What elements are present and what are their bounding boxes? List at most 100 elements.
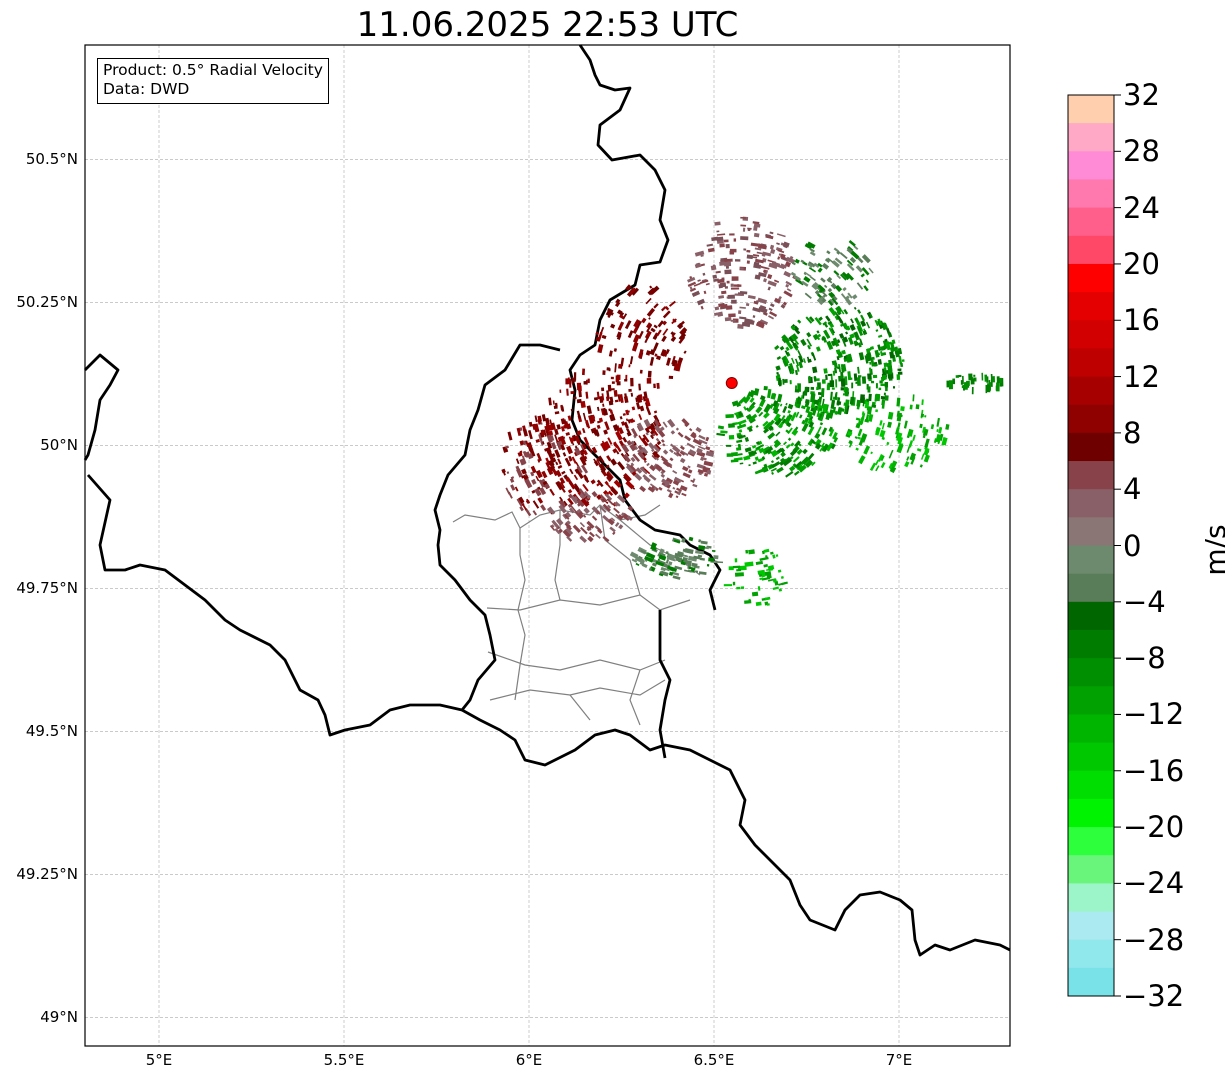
echo-gate bbox=[759, 398, 766, 408]
echo-gate bbox=[671, 571, 680, 576]
echo-gate bbox=[615, 513, 621, 519]
echo-gate bbox=[616, 334, 622, 341]
echo-gate bbox=[890, 342, 896, 352]
echo-gate bbox=[723, 584, 733, 587]
echo-gate bbox=[739, 462, 744, 465]
echo-gate bbox=[826, 340, 834, 351]
echo-gate bbox=[641, 563, 648, 568]
echo-gate bbox=[755, 560, 764, 566]
echo-gate bbox=[641, 447, 649, 455]
echo-gate bbox=[562, 513, 568, 520]
echo-gate bbox=[938, 426, 943, 434]
echo-gate bbox=[670, 336, 677, 342]
echo-gate bbox=[833, 270, 840, 276]
echo-gate bbox=[578, 511, 584, 517]
echo-gate bbox=[752, 461, 757, 465]
colorbar-segment bbox=[1068, 123, 1114, 152]
echo-gate bbox=[634, 473, 643, 481]
echo-gate bbox=[817, 333, 822, 338]
echo-gate bbox=[822, 403, 828, 413]
echo-gate bbox=[589, 531, 595, 538]
echo-gate bbox=[623, 472, 632, 482]
echo-gate bbox=[689, 286, 693, 291]
echo-gate bbox=[622, 453, 631, 463]
echo-gate bbox=[765, 555, 768, 560]
echo-gate bbox=[580, 492, 585, 497]
echo-gate bbox=[888, 449, 894, 459]
echo-gate bbox=[675, 495, 679, 499]
echo-gate bbox=[877, 318, 883, 326]
echo-gate bbox=[768, 565, 775, 571]
echo-gate bbox=[590, 428, 595, 434]
echo-gate bbox=[584, 498, 589, 502]
echo-gate bbox=[795, 460, 803, 468]
colorbar-tick-label: 0 bbox=[1123, 528, 1142, 563]
echo-gate bbox=[642, 434, 650, 443]
echo-gate bbox=[884, 322, 889, 330]
echo-gate bbox=[569, 379, 572, 388]
echo-gate bbox=[881, 399, 886, 409]
echo-gate bbox=[652, 421, 658, 427]
echo-gate bbox=[654, 450, 658, 455]
echo-gate bbox=[724, 269, 732, 275]
echo-gate bbox=[580, 400, 586, 408]
echo-gate bbox=[621, 444, 630, 454]
echo-gate bbox=[887, 365, 893, 375]
echo-gate bbox=[573, 474, 579, 481]
echo-gate bbox=[623, 492, 630, 499]
echo-gate bbox=[638, 349, 644, 359]
echo-gate bbox=[586, 405, 592, 415]
echo-gate bbox=[863, 285, 869, 292]
echo-gate bbox=[775, 365, 781, 371]
echo-gate bbox=[767, 388, 772, 399]
echo-gate bbox=[865, 279, 870, 284]
echo-gate bbox=[831, 297, 839, 306]
echo-gate bbox=[648, 317, 651, 320]
echo-gate bbox=[785, 346, 790, 352]
echo-gate bbox=[793, 470, 800, 476]
echo-gate bbox=[868, 367, 872, 375]
colorbar-segment bbox=[1068, 911, 1114, 941]
echo-gate bbox=[642, 396, 646, 402]
echo-gate bbox=[617, 461, 626, 471]
echo-gate bbox=[746, 249, 751, 253]
colorbar-segment bbox=[1068, 798, 1114, 828]
echo-gate bbox=[841, 363, 847, 372]
echo-gate bbox=[767, 425, 774, 432]
echo-gate bbox=[673, 362, 680, 372]
echo-gate bbox=[856, 282, 864, 290]
echo-gate bbox=[509, 478, 515, 483]
lat-tick-label: 49.75°N bbox=[16, 579, 78, 598]
echo-gate bbox=[904, 461, 910, 468]
colorbar-segment bbox=[1068, 207, 1114, 237]
echo-gate bbox=[832, 370, 836, 376]
echo-gate bbox=[804, 243, 813, 250]
echo-gate bbox=[843, 355, 847, 359]
echo-gate bbox=[779, 253, 786, 259]
echo-gate bbox=[683, 350, 687, 354]
echo-gate bbox=[888, 361, 892, 365]
colorbar-segment bbox=[1068, 235, 1114, 265]
echo-gate bbox=[820, 277, 826, 283]
echo-gate bbox=[656, 382, 660, 389]
echo-gate bbox=[734, 293, 743, 296]
echo-gate bbox=[842, 286, 847, 292]
echo-gate bbox=[868, 267, 874, 274]
echo-gate bbox=[780, 457, 785, 462]
echo-gate bbox=[568, 455, 573, 462]
echo-gate bbox=[630, 419, 636, 424]
echo-gate bbox=[767, 432, 776, 440]
echo-gate bbox=[658, 552, 666, 557]
echo-gate bbox=[717, 311, 724, 317]
colorbar-segment bbox=[1068, 573, 1114, 603]
echo-gate bbox=[540, 504, 547, 512]
echo-gate bbox=[556, 424, 561, 430]
echo-gate bbox=[605, 396, 610, 402]
echo-gate bbox=[632, 334, 640, 344]
echo-gate bbox=[689, 287, 697, 293]
echo-gate bbox=[753, 388, 760, 396]
echo-gate bbox=[564, 514, 570, 520]
echo-gate bbox=[549, 419, 553, 426]
echo-gate bbox=[725, 243, 730, 249]
echo-gate bbox=[770, 467, 777, 472]
